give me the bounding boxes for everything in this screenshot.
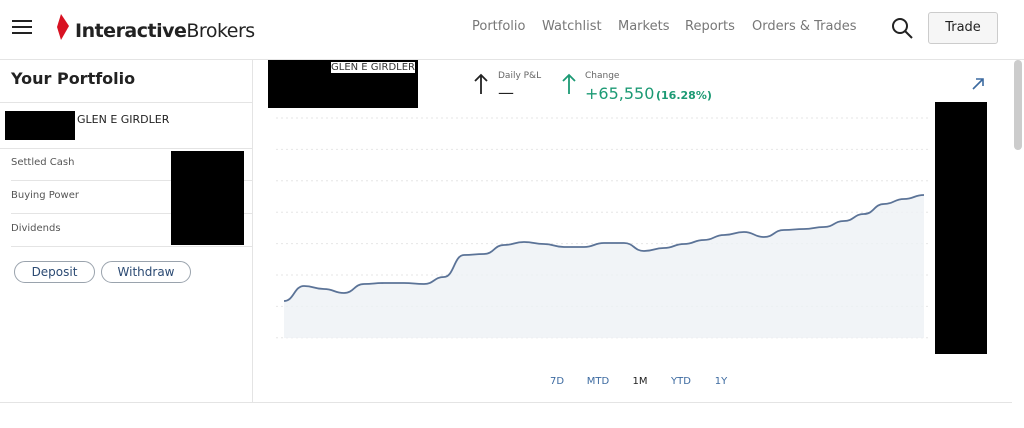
row-label: Settled Cash <box>11 157 75 168</box>
daily-pnl-value: — <box>498 83 514 102</box>
range-button[interactable]: YTD <box>671 376 691 387</box>
divider <box>11 246 252 247</box>
change-percent: (16.28%) <box>656 89 712 102</box>
logo-mark <box>57 14 69 40</box>
nav-link[interactable]: Orders & Trades <box>752 19 857 34</box>
change-label: Change <box>585 71 620 81</box>
nav-link[interactable]: Watchlist <box>542 19 602 34</box>
expand-icon[interactable] <box>971 77 985 91</box>
range-button[interactable]: 1Y <box>714 376 728 387</box>
deposit-button[interactable]: Deposit <box>14 261 95 283</box>
divider <box>0 148 252 149</box>
bottom-border <box>0 402 1012 403</box>
arrow-up <box>562 73 576 94</box>
chart-account-name: GLEN E GIRDLER <box>331 62 415 73</box>
line <box>283 194 925 302</box>
logo-light: Brokers <box>186 20 255 42</box>
divider <box>11 180 252 181</box>
withdraw-button[interactable]: Withdraw <box>101 261 191 283</box>
nav-link[interactable]: Reports <box>685 19 735 34</box>
nav-link[interactable]: Markets <box>618 19 670 34</box>
range-button[interactable]: MTD <box>586 376 610 387</box>
panel-divider <box>252 60 253 402</box>
menu-icon[interactable] <box>12 19 32 35</box>
change-value: +65,550 <box>585 84 655 103</box>
divider <box>11 213 252 214</box>
arrow-up <box>474 73 488 94</box>
divider <box>0 102 252 103</box>
redaction <box>5 111 75 140</box>
row-label: Dividends <box>11 223 61 234</box>
header-border <box>0 59 1024 60</box>
search-icon[interactable] <box>891 17 913 39</box>
logo-bold: Interactive <box>75 20 187 42</box>
range-button[interactable]: 1M <box>632 376 648 387</box>
row-label: Buying Power <box>11 190 79 201</box>
nav-link[interactable]: Portfolio <box>472 19 526 34</box>
logo: InteractiveBrokers <box>75 20 255 42</box>
daily-pnl-label: Daily P&L <box>498 71 542 81</box>
trade-button[interactable]: Trade <box>928 12 998 44</box>
redaction <box>935 102 987 354</box>
scrollbar[interactable] <box>1014 60 1022 150</box>
redaction <box>171 151 244 245</box>
account-name: GLEN E GIRDLER <box>77 113 170 126</box>
area <box>284 195 924 338</box>
range-button[interactable]: 7D <box>549 376 565 387</box>
portfolio-title: Your Portfolio <box>11 69 136 88</box>
